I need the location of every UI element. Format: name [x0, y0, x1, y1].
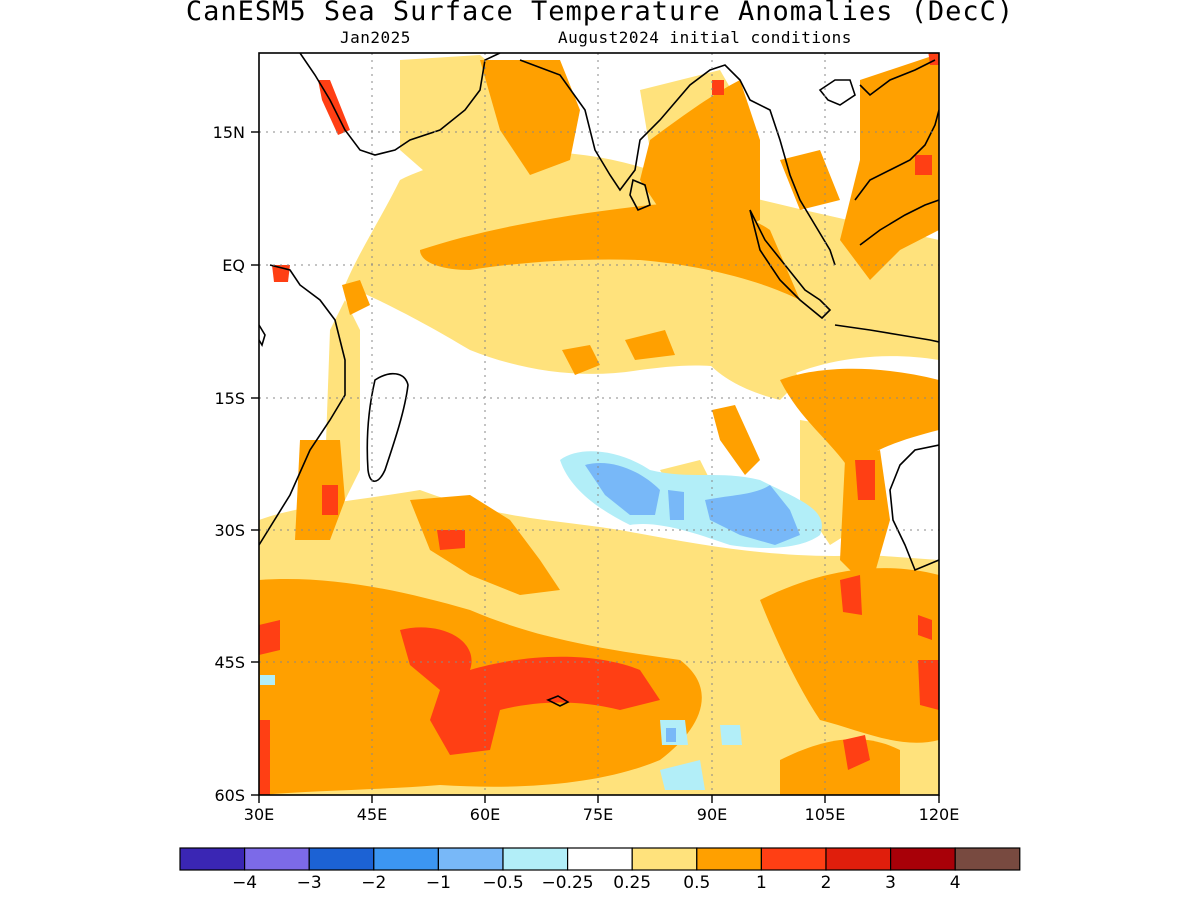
colorbar-swatch [502, 847, 569, 871]
forecast-month: Jan2025 [340, 28, 411, 47]
lon-label: 30E [244, 805, 274, 824]
colorbar-swatch [179, 847, 246, 871]
lat-label: 30S [214, 521, 245, 540]
lon-label: 90E [697, 805, 727, 824]
colorbar-swatch [760, 847, 827, 871]
lon-label: 75E [583, 805, 613, 824]
colorbar-label: −4 [232, 873, 257, 893]
colorbar-swatch [437, 847, 504, 871]
map-frame [258, 52, 940, 796]
colorbar-label: 4 [950, 873, 961, 893]
colorbar-label: −0.25 [542, 873, 594, 893]
colorbar-label: −0.5 [482, 873, 523, 893]
gridlines [259, 53, 939, 795]
colorbar-label: −3 [297, 873, 322, 893]
colorbar-swatch [954, 847, 1021, 871]
coastlines [259, 53, 939, 707]
colorbar-swatch [566, 847, 633, 871]
colorbar-label: 3 [885, 873, 896, 893]
lat-label: 15S [214, 389, 245, 408]
lon-label: 120E [919, 805, 960, 824]
map-title: CanESM5 Sea Surface Temperature Anomalie… [185, 0, 1015, 27]
colorbar-swatch [631, 847, 698, 871]
colorbar-label: −2 [361, 873, 386, 893]
anomaly-band-neg0.5 [585, 462, 800, 742]
lat-label: 60S [214, 786, 245, 805]
colorbar: −4 −3 −2 −1 −0.5 −0.25 0.25 0.5 1 2 3 4 [179, 847, 1021, 893]
colorbar-label: 0.25 [613, 873, 651, 893]
initial-conditions-label: August2024 initial conditions [558, 28, 852, 47]
colorbar-swatch [373, 847, 439, 871]
colorbar-swatch [244, 847, 310, 871]
colorbar-swatch [308, 847, 375, 871]
axis-ticks [251, 131, 940, 803]
colorbar-label: 0.5 [683, 873, 710, 893]
anomaly-shading [259, 53, 939, 795]
colorbar-swatch [696, 847, 762, 871]
lon-labels: 30E 45E 60E 75E 90E 105E 120E [244, 805, 960, 824]
anomaly-band-1-2 [259, 53, 939, 795]
lon-label: 60E [470, 805, 500, 824]
lat-label: 45S [214, 653, 245, 672]
colorbar-swatch [889, 847, 956, 871]
lat-labels: 15N EQ 15S 30S 45S 60S [213, 123, 245, 805]
colorbar-label: 2 [821, 873, 832, 893]
lon-label: 45E [357, 805, 387, 824]
colorbar-swatch [825, 847, 892, 871]
colorbar-label: 1 [756, 873, 767, 893]
colorbar-label: −1 [426, 873, 451, 893]
lat-label: 15N [213, 123, 245, 142]
lat-label: EQ [222, 256, 245, 275]
lon-label: 105E [805, 805, 846, 824]
